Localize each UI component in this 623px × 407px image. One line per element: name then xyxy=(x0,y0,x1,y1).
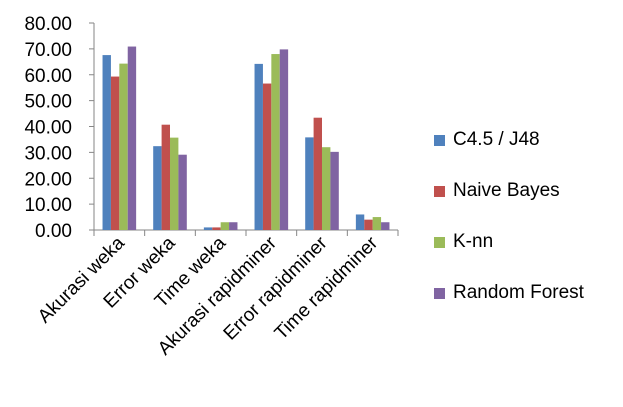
legend-label: Random Forest xyxy=(453,282,584,303)
legend-label: C4.5 / J48 xyxy=(453,129,540,150)
y-tick-label: 30.00 xyxy=(24,143,72,164)
x-axis xyxy=(93,229,399,236)
bar-naive-bayes-2 xyxy=(212,227,221,230)
y-tick-label: 40.00 xyxy=(24,118,72,139)
bar-k-nn-5 xyxy=(372,217,382,230)
bar-k-nn-4 xyxy=(322,147,331,230)
bar-k-nn-3 xyxy=(271,54,280,230)
y-tick-label: 80.00 xyxy=(24,14,72,35)
y-tick-label: 20.00 xyxy=(24,169,72,190)
legend-item: C4.5 / J48 xyxy=(434,128,540,152)
y-tick-label: 50.00 xyxy=(24,92,72,113)
legend-item: K-nn xyxy=(434,230,493,254)
bar-random-forest-0 xyxy=(127,46,137,230)
bar-naive-bayes-4 xyxy=(313,117,322,230)
legend-swatch xyxy=(434,236,445,248)
legend-label: Naive Bayes xyxy=(453,180,560,201)
bar-c4-5-j48-3 xyxy=(254,63,263,230)
bar-c4-5-j48-2 xyxy=(203,227,213,230)
bar-random-forest-4 xyxy=(330,151,339,230)
bar-naive-bayes-3 xyxy=(262,83,272,230)
bar-naive-bayes-5 xyxy=(364,219,373,230)
bar-k-nn-0 xyxy=(119,63,128,230)
bar-k-nn-2 xyxy=(220,222,230,230)
bar-c4-5-j48-5 xyxy=(355,214,365,230)
bar-c4-5-j48-1 xyxy=(153,146,162,230)
bar-naive-bayes-1 xyxy=(161,124,170,230)
legend-item: Random Forest xyxy=(434,281,584,305)
category-label: Akurasi weka xyxy=(34,232,129,327)
y-tick-label: 60.00 xyxy=(24,66,72,87)
legend-swatch xyxy=(434,287,445,299)
bar-random-forest-1 xyxy=(178,154,187,230)
bar-random-forest-2 xyxy=(229,222,238,230)
bar-k-nn-1 xyxy=(170,137,179,230)
legend-label: K-nn xyxy=(453,231,494,252)
bar-naive-bayes-0 xyxy=(110,76,120,230)
bar-random-forest-5 xyxy=(381,222,390,230)
bar-c4-5-j48-4 xyxy=(305,137,314,230)
y-tick-label: 0.00 xyxy=(35,221,72,242)
y-tick-label: 10.00 xyxy=(24,195,72,216)
legend-item: Naive Bayes xyxy=(434,179,560,203)
y-tick-label: 70.00 xyxy=(24,40,72,61)
bars xyxy=(102,46,390,231)
bar-random-forest-3 xyxy=(279,49,289,230)
bar-c4-5-j48-0 xyxy=(102,55,111,231)
y-axis: 0.00 10.00 20.00 30.00 40.00 50.00 60.00 70.00 8… xyxy=(24,14,95,242)
legend-swatch xyxy=(434,134,445,146)
legend-swatch xyxy=(434,185,445,197)
